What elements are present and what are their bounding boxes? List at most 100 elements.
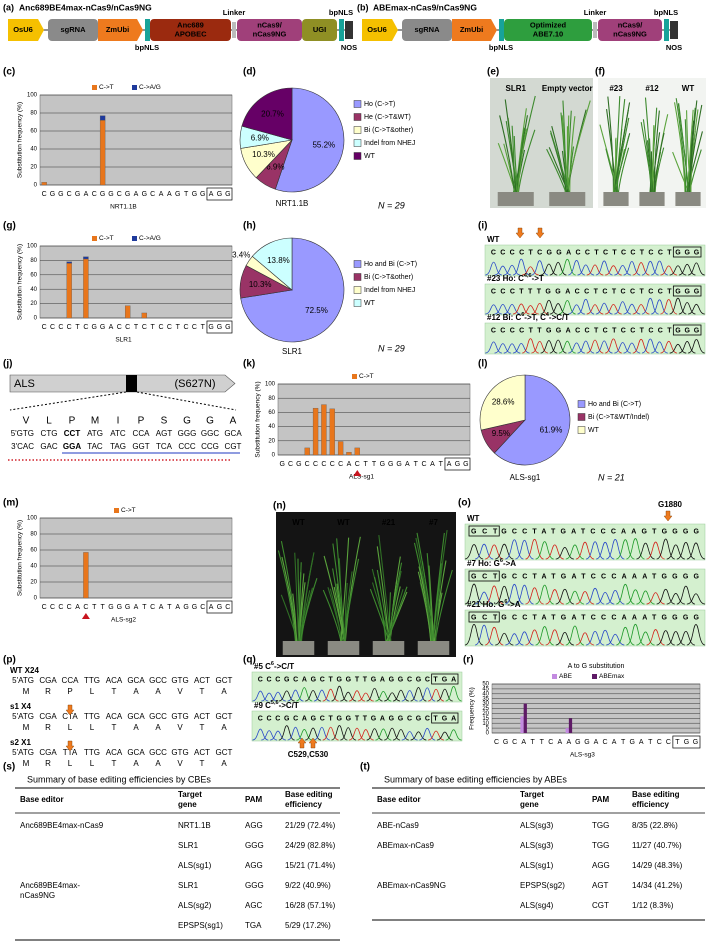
- codon: TAC: [87, 442, 103, 451]
- sequence-letter: C: [167, 324, 172, 331]
- gene-bar: [9, 374, 236, 393]
- leaf: [435, 530, 448, 644]
- sequence-letter: A: [75, 604, 80, 611]
- amino-acid: V: [177, 759, 183, 768]
- codon: GAC: [40, 442, 58, 451]
- sequence-letter: A: [521, 739, 526, 746]
- legend-label: WT: [364, 153, 376, 160]
- sequence-letter: C: [125, 324, 130, 331]
- table-cell: AGG: [245, 821, 263, 830]
- legend-label: Bi (C->T&WT/Indel): [588, 414, 649, 421]
- trace-peak: [522, 305, 539, 315]
- legend-label: Ho (C->T): [364, 101, 395, 108]
- amino-acid: V: [177, 723, 183, 732]
- trace-peak: [636, 631, 655, 646]
- pam-letter: G: [463, 461, 468, 468]
- table-cell: ALS(sg4): [520, 901, 554, 910]
- sequence-letter: C: [42, 324, 47, 331]
- trace-peak: [575, 632, 595, 646]
- sequence-letter: G: [200, 191, 205, 198]
- sequence-letter: C: [117, 324, 122, 331]
- column-header: PAM: [592, 795, 610, 804]
- sequence: GCCTATGATCCCAAATGGGG: [501, 614, 699, 621]
- amino-acid: A: [230, 416, 237, 427]
- table-cell: 1/12 (8.3%): [632, 901, 674, 910]
- sequence-letter: G: [503, 739, 508, 746]
- legend-swatch: [577, 426, 586, 434]
- element-label: ABE7.10: [533, 29, 563, 38]
- element-label: OsU6: [13, 25, 33, 34]
- table-cell: TGG: [592, 841, 609, 850]
- trace-peak: [614, 264, 632, 276]
- amino-acid: L: [90, 687, 95, 696]
- trace-peak: [531, 302, 549, 315]
- trace-peak: [505, 633, 524, 646]
- text-part: #21 Ho: G: [467, 600, 504, 609]
- leaf: [344, 536, 361, 644]
- trace-peak: [605, 303, 622, 315]
- table-cell: SLR1: [178, 881, 199, 890]
- trace-peak: [525, 587, 544, 605]
- amino-acid: I: [117, 416, 120, 427]
- sequence-letter: A: [567, 739, 572, 746]
- sequence-letter: G: [125, 604, 130, 611]
- element-label: UGI: [313, 25, 326, 34]
- marker-label: G1880: [658, 500, 683, 509]
- sequence-letter: T: [531, 739, 536, 746]
- leaf: [292, 593, 297, 644]
- text-part: ->A: [503, 559, 516, 568]
- leaf: [687, 104, 703, 195]
- trace-peak: [555, 631, 574, 646]
- codon: GCA: [127, 712, 145, 721]
- sequence-letter: A: [639, 739, 644, 746]
- table-cell: AGG: [592, 861, 610, 870]
- bar: [99, 115, 106, 121]
- nls-label: bpNLS: [135, 43, 159, 52]
- y-tick-label: 20: [30, 301, 37, 307]
- bar: [83, 258, 89, 319]
- trace-peak: [485, 626, 504, 646]
- sequence-letter: C: [512, 739, 517, 746]
- photo: [490, 78, 593, 208]
- arrow: [663, 510, 673, 522]
- amino-acid: A: [133, 723, 139, 732]
- pot: [372, 641, 405, 655]
- leaf: [653, 132, 665, 195]
- pot: [603, 192, 629, 206]
- y-tick-label: 100: [27, 244, 38, 250]
- y-tick-label: 0: [34, 183, 38, 189]
- leaf: [417, 571, 432, 644]
- pie-slice: [241, 87, 293, 141]
- amino-acid: T: [112, 759, 117, 768]
- table-cell: GGG: [245, 841, 264, 850]
- codon: GGC: [201, 429, 219, 438]
- y-tick-label: 60: [268, 410, 275, 416]
- panel-label: (o): [458, 498, 471, 509]
- trace-peak: [540, 263, 558, 276]
- table-cell: EPSPS(sg1): [178, 921, 223, 930]
- legend-swatch: [577, 413, 586, 421]
- pie-slice: [493, 374, 571, 466]
- column-header: PAM: [245, 795, 263, 804]
- legend-label: Ho and Bi (C->T): [588, 401, 641, 408]
- editor-name: Anc689BE4max-nCas9: [20, 821, 104, 830]
- text-part: #5 C: [254, 662, 271, 671]
- trace-peak: [586, 264, 604, 276]
- table-cell: ALS(sg1): [520, 861, 554, 870]
- table-cell: AGC: [245, 901, 263, 910]
- legend-swatch: [92, 85, 97, 90]
- sequence-letter: G: [142, 191, 147, 198]
- sequence-letter: A: [430, 461, 435, 468]
- nls-label: bpNLS: [654, 8, 678, 17]
- trace-peak: [474, 591, 494, 605]
- text-part: ->C/T: [279, 701, 299, 710]
- amino-acid: A: [221, 723, 227, 732]
- codon: TAG: [110, 442, 126, 451]
- table-cell: ALS(sg3): [520, 841, 554, 850]
- trace-peak: [549, 303, 567, 315]
- codon: CGA: [39, 676, 57, 685]
- y-tick-label: 40: [30, 564, 37, 570]
- trace-peak: [445, 685, 462, 702]
- table-cell: NRT1.1B: [178, 821, 211, 830]
- amino-acid: T: [200, 759, 205, 768]
